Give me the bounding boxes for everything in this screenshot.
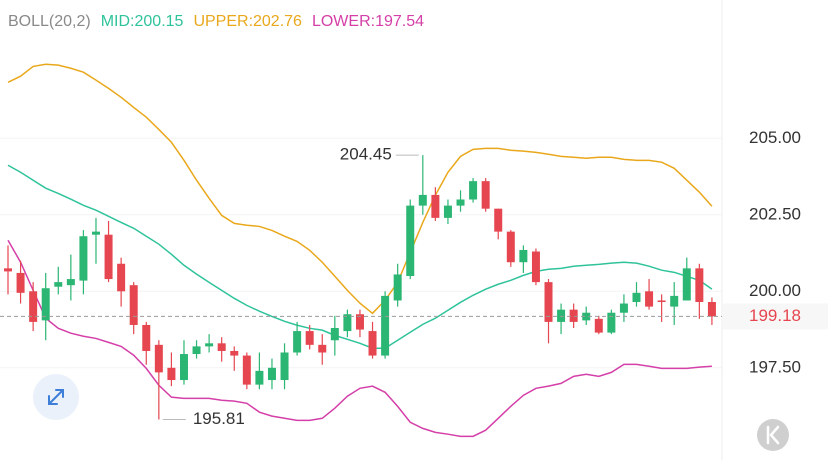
y-tick-label: 202.50 — [749, 204, 801, 223]
candle-body — [4, 268, 12, 272]
last-price-bg — [723, 303, 828, 330]
candle-body — [619, 303, 628, 313]
candle-body — [582, 312, 591, 321]
candle-body — [255, 370, 264, 385]
candle-body — [594, 318, 603, 333]
band-line — [7, 239, 712, 438]
expand-icon[interactable] — [48, 389, 64, 405]
y-tick-label: 205.00 — [749, 128, 801, 147]
candle-body — [293, 331, 302, 353]
candle-body — [91, 231, 100, 235]
candle-body — [682, 268, 691, 301]
candle-body — [79, 236, 88, 281]
candle-body — [217, 343, 226, 351]
max-label: 204.45 — [340, 145, 392, 164]
expand-button[interactable] — [33, 374, 79, 420]
candle-body — [569, 309, 578, 322]
candle-body — [129, 285, 138, 325]
candle-body — [645, 291, 654, 307]
candle-body — [368, 331, 377, 356]
y-tick-label: 200.00 — [749, 281, 801, 300]
candle-body — [607, 312, 616, 333]
candle-body — [142, 324, 151, 351]
candle-body — [192, 346, 201, 355]
candle-body — [16, 272, 25, 293]
candle-body — [531, 251, 540, 283]
candle-body — [406, 205, 415, 276]
candle-body — [632, 292, 641, 303]
candle-body — [242, 355, 251, 385]
candle-body — [179, 354, 188, 381]
candle-body — [544, 282, 553, 322]
candle-body — [506, 231, 515, 263]
candle-body — [670, 295, 679, 307]
candle-body — [443, 205, 452, 218]
candle-body — [330, 328, 339, 341]
candle-body — [469, 181, 478, 200]
last-price-label: 199.18 — [749, 306, 801, 325]
candle-body — [205, 343, 214, 347]
candle-body — [29, 291, 38, 322]
k-icon[interactable] — [766, 425, 780, 445]
candle-body — [305, 331, 314, 345]
candle-body — [267, 367, 276, 381]
candle-body — [456, 199, 465, 206]
candle-body — [117, 263, 126, 292]
band-line — [7, 164, 713, 349]
k-button[interactable] — [757, 419, 789, 451]
candle-body — [54, 282, 63, 287]
candle-body — [557, 309, 566, 322]
candle-body — [154, 344, 163, 373]
candle-body — [481, 181, 490, 209]
min-label: 195.81 — [193, 409, 245, 428]
candle-body — [393, 274, 402, 301]
candle-body — [381, 295, 390, 356]
candle-body — [41, 288, 50, 321]
candle-body — [167, 367, 176, 381]
legend-entry: LOWER:197.54 — [312, 13, 424, 30]
y-tick-label: 197.50 — [749, 357, 801, 376]
candle-body — [355, 314, 364, 330]
candle-body — [280, 352, 289, 381]
candle-body — [695, 268, 704, 303]
candle-body — [431, 194, 440, 218]
candle-body — [318, 344, 327, 353]
candle-body — [519, 249, 528, 263]
candle-body — [494, 208, 503, 232]
legend-entry: MID:200.15 — [101, 13, 184, 30]
candle-body — [104, 234, 113, 280]
candle-body — [707, 302, 716, 317]
candle-body — [230, 350, 239, 356]
candle-body — [657, 300, 666, 303]
band-line — [7, 63, 713, 315]
candle-body — [343, 314, 352, 332]
candle-body — [418, 194, 427, 206]
indicator-title: BOLL(20,2) — [8, 13, 91, 30]
k-button-bg[interactable] — [757, 419, 789, 451]
legend-entry: UPPER:202.76 — [193, 13, 302, 30]
candle-body — [66, 279, 75, 286]
